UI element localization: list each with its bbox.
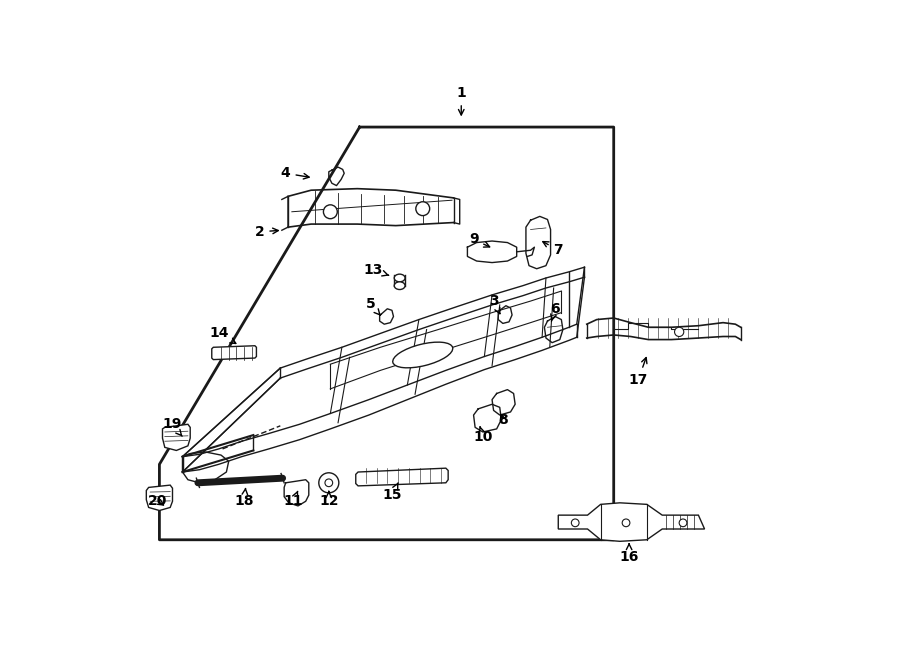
Circle shape xyxy=(325,479,333,486)
Text: 5: 5 xyxy=(365,297,380,315)
Text: 11: 11 xyxy=(284,491,303,508)
Text: 12: 12 xyxy=(320,491,338,508)
Text: 7: 7 xyxy=(543,242,563,257)
Text: 10: 10 xyxy=(473,426,492,444)
Text: 1: 1 xyxy=(456,86,466,115)
Circle shape xyxy=(323,205,338,219)
Text: 13: 13 xyxy=(364,263,389,277)
Text: 4: 4 xyxy=(281,167,309,180)
Text: 2: 2 xyxy=(255,225,278,239)
Text: 17: 17 xyxy=(629,358,648,387)
Text: 20: 20 xyxy=(148,494,167,508)
Text: 6: 6 xyxy=(551,302,560,321)
Circle shape xyxy=(416,202,429,215)
Circle shape xyxy=(622,519,630,527)
Ellipse shape xyxy=(392,342,453,368)
Polygon shape xyxy=(163,424,190,450)
Polygon shape xyxy=(558,503,705,541)
Polygon shape xyxy=(212,346,256,360)
Ellipse shape xyxy=(394,282,405,290)
Polygon shape xyxy=(356,468,448,486)
Text: 14: 14 xyxy=(210,327,236,344)
Circle shape xyxy=(319,473,338,493)
Circle shape xyxy=(674,327,684,336)
Circle shape xyxy=(572,519,579,527)
Text: 16: 16 xyxy=(619,544,639,564)
Polygon shape xyxy=(147,485,173,510)
Circle shape xyxy=(680,519,687,527)
Text: 3: 3 xyxy=(489,294,500,314)
Ellipse shape xyxy=(394,274,405,282)
Text: 9: 9 xyxy=(469,233,490,247)
Text: 19: 19 xyxy=(162,417,182,436)
Text: 15: 15 xyxy=(382,483,401,502)
Text: 18: 18 xyxy=(234,488,254,508)
Text: 8: 8 xyxy=(498,412,508,426)
